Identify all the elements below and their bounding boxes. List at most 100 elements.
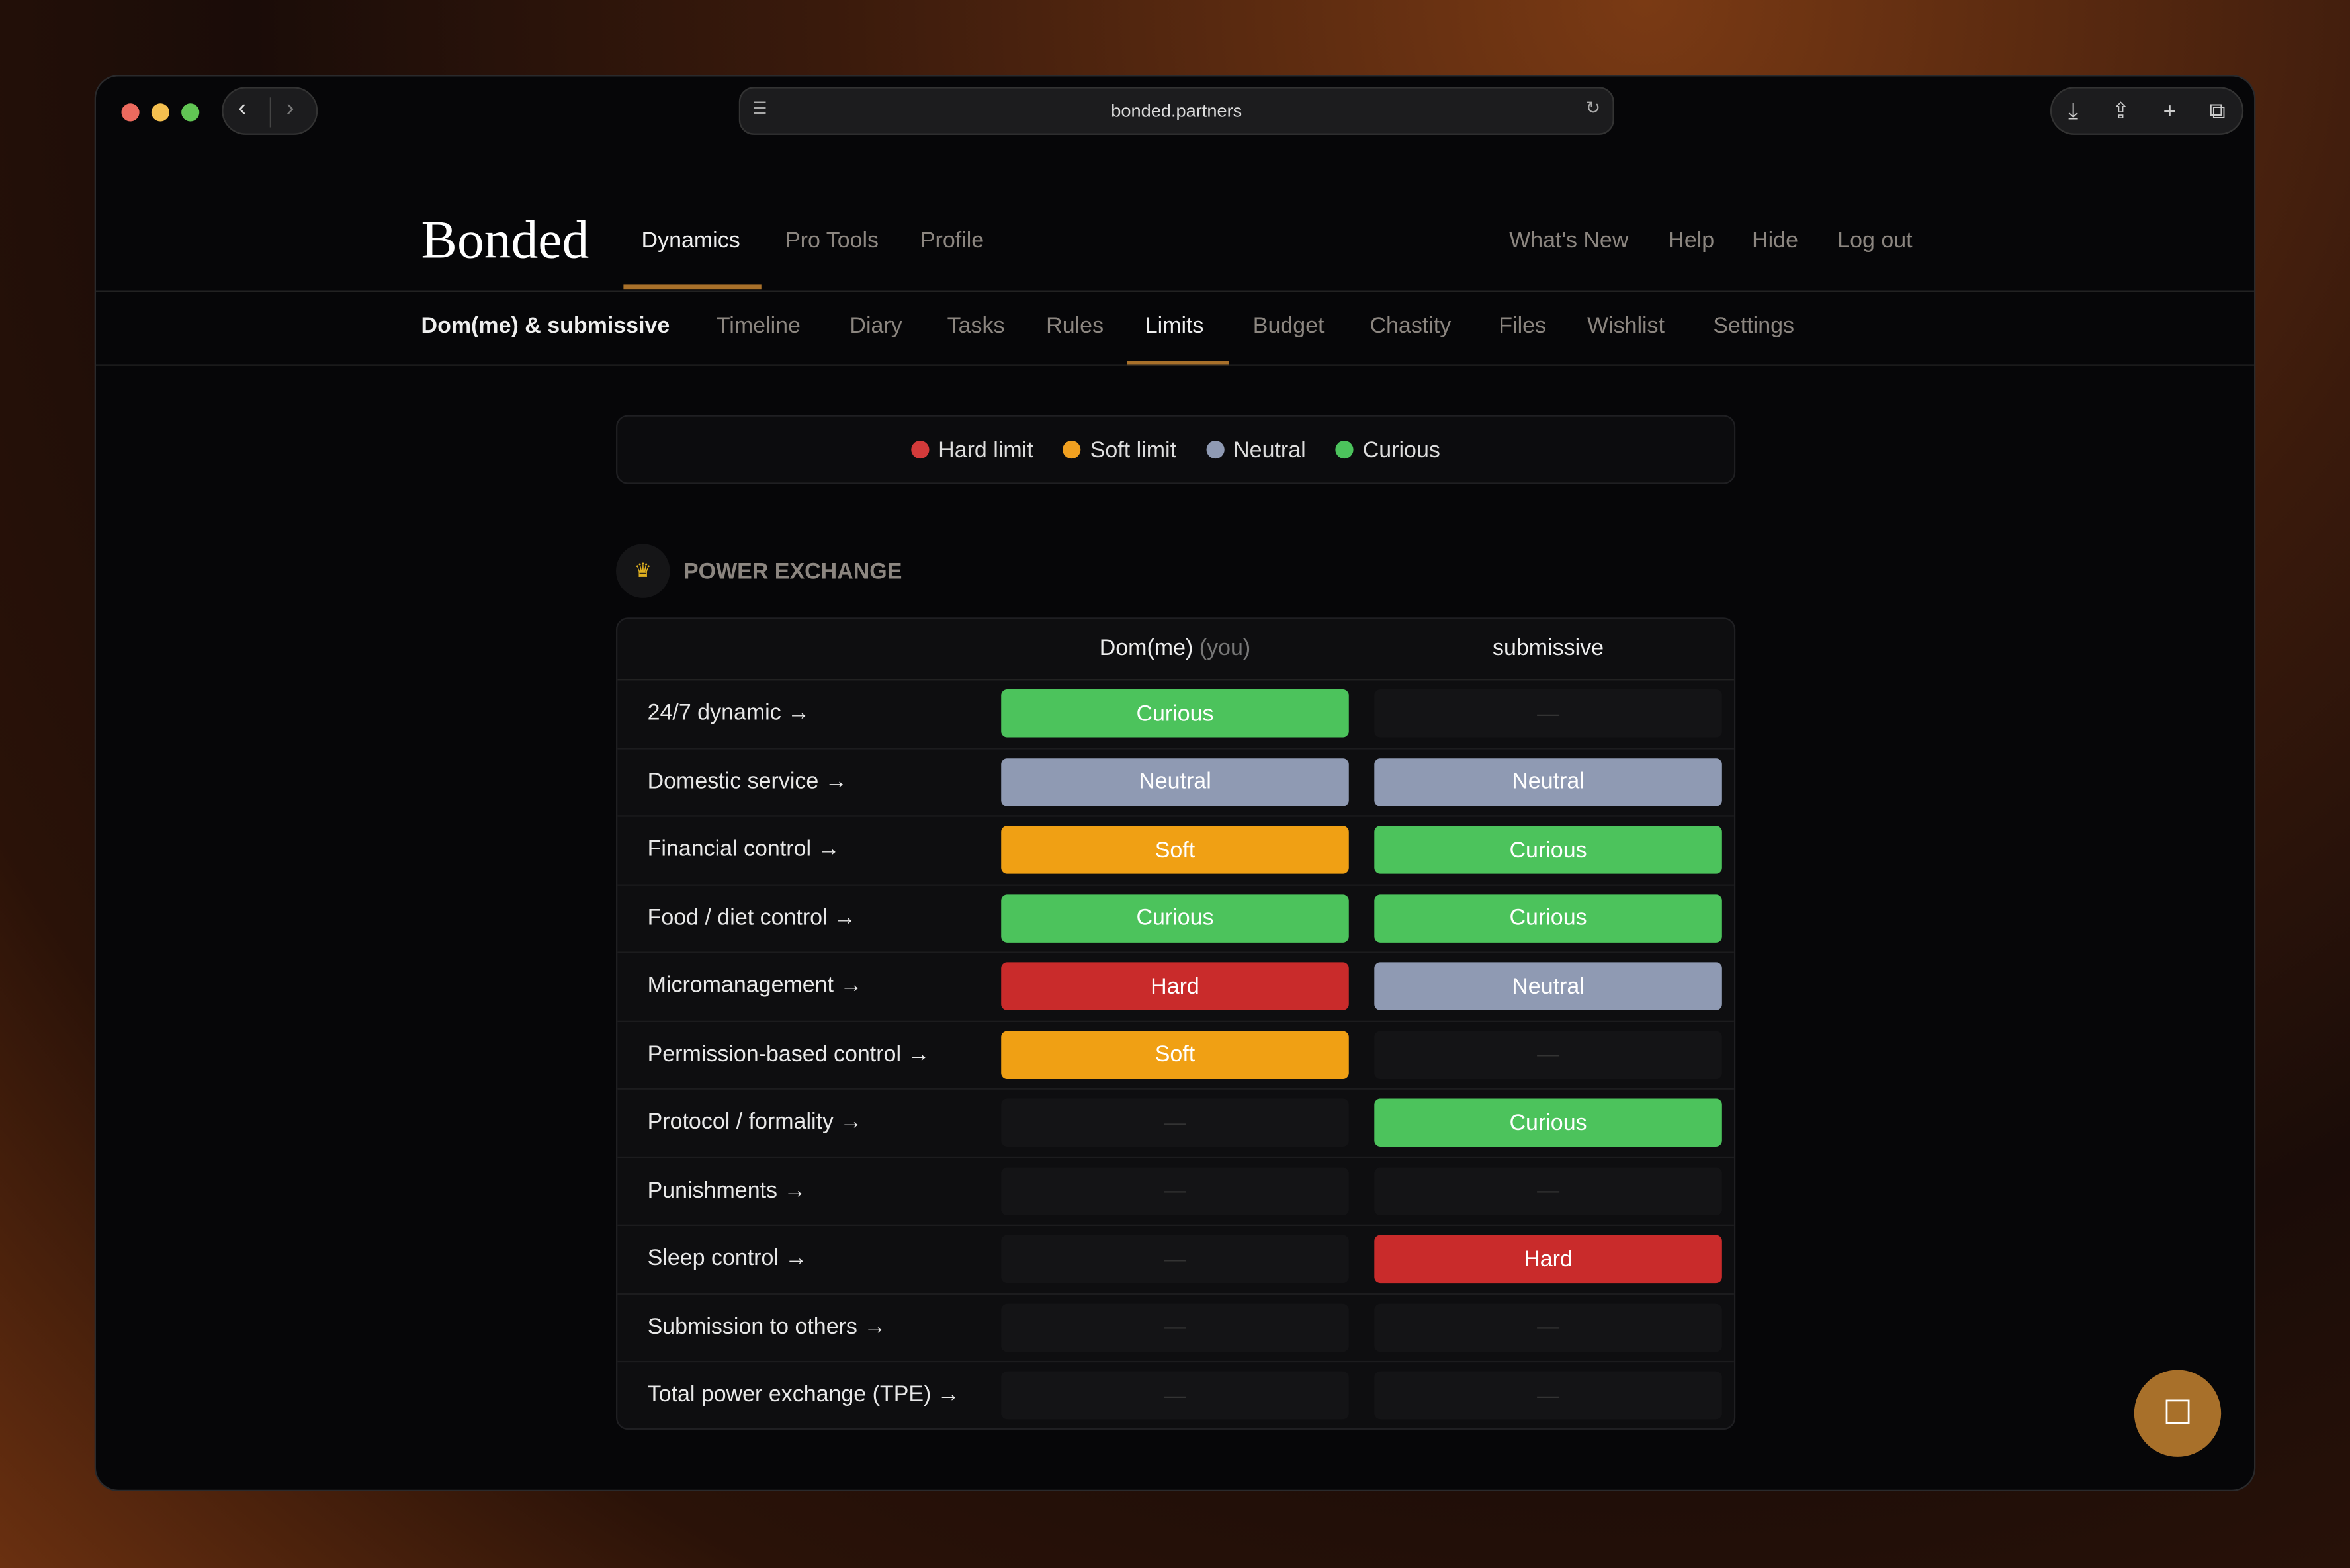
subnav-budget[interactable]: Budget (1252, 313, 1325, 339)
table-row: Protocol / formality → — Curious (617, 1090, 1734, 1158)
table-row: Micromanagement → Hard Neutral (617, 953, 1734, 1022)
subnav-timeline[interactable]: Timeline (716, 313, 801, 339)
nav-profile[interactable]: Profile (920, 228, 984, 253)
dom-limit-cell[interactable]: — (1001, 1235, 1349, 1284)
divider (269, 97, 272, 128)
legend-label: Neutral (1233, 437, 1306, 462)
sub-limit-cell[interactable]: — (1374, 1303, 1722, 1352)
column-dom-label: Dom(me) (1099, 635, 1194, 661)
nav-hide[interactable]: Hide (1752, 228, 1799, 253)
row-label[interactable]: Sleep control → (647, 1245, 808, 1271)
table-row: Permission-based control → Soft — (617, 1022, 1734, 1090)
table-row: 24/7 dynamic → Curious — (617, 680, 1734, 749)
row-label[interactable]: Submission to others → (647, 1313, 887, 1340)
table-row: Total power exchange (TPE) → — — (617, 1362, 1734, 1428)
row-label[interactable]: 24/7 dynamic → (647, 699, 810, 726)
table-row: Punishments → — — (617, 1158, 1734, 1227)
dom-limit-cell[interactable]: Hard (1001, 962, 1349, 1010)
page-settings-icon[interactable]: ☰ (752, 100, 767, 118)
share-icon[interactable]: ⇪ (2111, 99, 2130, 125)
column-you-label: (you) (1199, 635, 1251, 661)
subnav-wishlist[interactable]: Wishlist (1587, 313, 1665, 339)
legend-soft-limit: Soft limit (1063, 437, 1176, 462)
download-icon[interactable]: ⤓ (2068, 98, 2079, 124)
red-dot-icon (911, 440, 930, 459)
row-label[interactable]: Permission-based control → (647, 1041, 930, 1067)
toolbar-actions: ⤓ ⇪ + ⧉ (2050, 87, 2244, 135)
table-row: Submission to others → — — (617, 1294, 1734, 1363)
dom-limit-cell[interactable]: Curious (1001, 689, 1349, 738)
nav-help[interactable]: Help (1668, 228, 1715, 253)
dom-limit-cell[interactable]: Soft (1001, 826, 1349, 874)
subnav-files[interactable]: Files (1499, 313, 1547, 339)
sub-limit-cell[interactable]: — (1374, 1371, 1722, 1420)
nav-whats-new[interactable]: What's New (1509, 228, 1629, 253)
sub-limit-cell[interactable]: — (1374, 1166, 1722, 1215)
sub-limit-cell[interactable]: Curious (1374, 894, 1722, 942)
minimize-window-button[interactable] (151, 103, 169, 122)
dynamic-title: Dom(me) & submissive (421, 313, 670, 339)
sub-limit-cell[interactable]: Neutral (1374, 962, 1722, 1010)
dom-limit-cell[interactable]: — (1001, 1098, 1349, 1147)
row-label[interactable]: Total power exchange (TPE) → (647, 1381, 960, 1408)
divider (95, 290, 2255, 292)
gray-dot-icon (1206, 440, 1225, 459)
sub-limit-cell[interactable]: Curious (1374, 826, 1722, 874)
column-header-dom: Dom(me) (you) (1001, 635, 1349, 661)
section-title: POWER EXCHANGE (683, 558, 902, 585)
row-label[interactable]: Protocol / formality → (647, 1109, 863, 1135)
subnav-diary[interactable]: Diary (849, 313, 902, 339)
forward-icon[interactable]: › (286, 95, 294, 122)
legend-label: Soft limit (1090, 437, 1177, 462)
row-label[interactable]: Food / diet control → (647, 904, 857, 930)
nav-pro-tools[interactable]: Pro Tools (785, 228, 879, 253)
subnav-limits[interactable]: Limits (1145, 313, 1204, 339)
table-header: Dom(me) (you) submissive (617, 619, 1734, 681)
orange-dot-icon (1063, 440, 1082, 459)
nav-log-out[interactable]: Log out (1837, 228, 1913, 253)
sub-limit-cell[interactable]: Curious (1374, 1098, 1722, 1147)
sub-limit-cell[interactable]: Hard (1374, 1235, 1722, 1284)
row-label[interactable]: Domestic service → (647, 767, 848, 794)
dom-limit-cell[interactable]: Curious (1001, 894, 1349, 942)
limits-table: Dom(me) (you) submissive 24/7 dynamic → C… (616, 617, 1736, 1430)
reload-icon[interactable]: ↻ (1585, 97, 1601, 118)
new-tab-icon[interactable]: + (2163, 98, 2177, 124)
close-window-button[interactable] (121, 103, 140, 122)
row-label[interactable]: Micromanagement → (647, 973, 863, 998)
table-row: Financial control → Soft Curious (617, 817, 1734, 885)
dom-limit-cell[interactable]: Neutral (1001, 758, 1349, 806)
tabs-overview-icon[interactable]: ⧉ (2209, 98, 2226, 124)
active-nav-underline (623, 284, 762, 290)
subnav-rules[interactable]: Rules (1046, 313, 1104, 339)
column-header-sub: submissive (1493, 635, 1604, 661)
legend-neutral: Neutral (1206, 437, 1306, 462)
sub-limit-cell[interactable]: Neutral (1374, 758, 1722, 806)
maximize-window-button[interactable] (181, 103, 200, 122)
chat-icon: ☐ (2163, 1393, 2193, 1432)
green-dot-icon (1335, 440, 1354, 459)
dom-limit-cell[interactable]: — (1001, 1166, 1349, 1215)
logo[interactable]: Bonded (421, 210, 589, 270)
limits-legend: Hard limit Soft limit Neutral Curious (616, 415, 1736, 484)
subnav-settings[interactable]: Settings (1713, 313, 1795, 339)
divider (95, 364, 2255, 366)
active-subnav-underline (1127, 361, 1229, 366)
address-bar[interactable]: ☰ bonded.partners ↻ (738, 87, 1614, 135)
sub-limit-cell[interactable]: — (1374, 689, 1722, 738)
back-icon[interactable]: ‹ (238, 95, 247, 122)
row-label[interactable]: Financial control → (647, 836, 840, 862)
subnav-chastity[interactable]: Chastity (1370, 313, 1452, 339)
subnav-tasks[interactable]: Tasks (947, 313, 1005, 339)
chat-button[interactable]: ☐ (2134, 1370, 2222, 1457)
legend-label: Curious (1362, 437, 1440, 462)
table-row: Domestic service → Neutral Neutral (617, 749, 1734, 817)
table-row: Food / diet control → Curious Curious (617, 885, 1734, 953)
sub-limit-cell[interactable]: — (1374, 1030, 1722, 1078)
dom-limit-cell[interactable]: — (1001, 1303, 1349, 1352)
dom-limit-cell[interactable]: — (1001, 1371, 1349, 1420)
dom-limit-cell[interactable]: Soft (1001, 1030, 1349, 1078)
nav-buttons: ‹ › (222, 87, 318, 135)
nav-dynamics[interactable]: Dynamics (641, 228, 740, 253)
row-label[interactable]: Punishments → (647, 1177, 806, 1203)
